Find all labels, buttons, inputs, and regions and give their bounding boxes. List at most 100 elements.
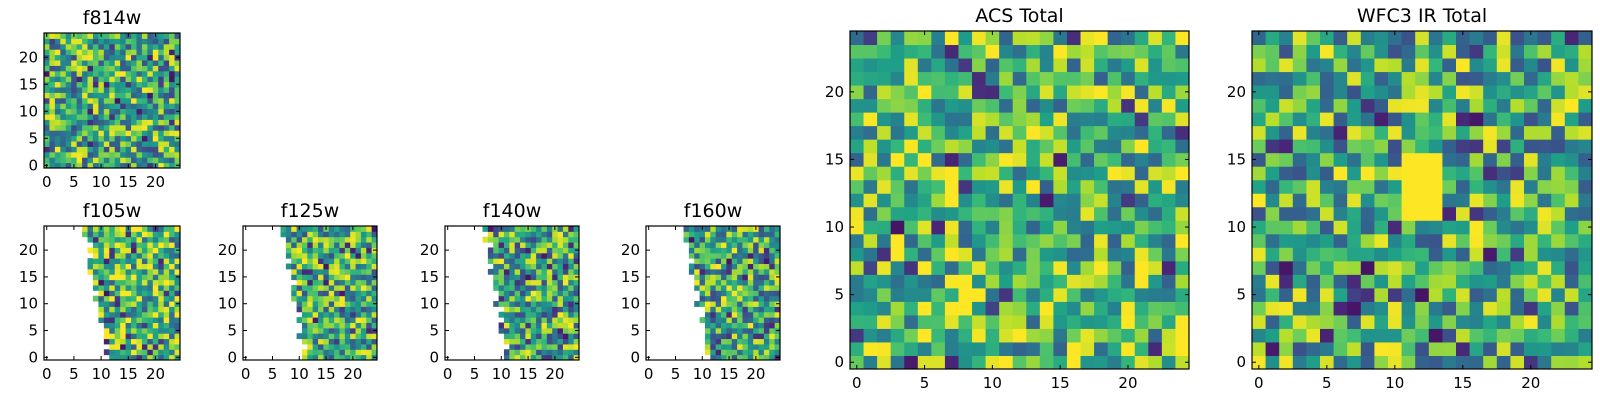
heatmap-cell [339,295,346,302]
heatmap-cell [1012,314,1027,329]
heatmap-cell [328,354,335,361]
heatmap-cell [158,162,165,169]
heatmap-cell [49,70,56,77]
heatmap-cell [158,301,165,307]
heatmap-cell [530,284,537,291]
heatmap-cell [1175,98,1190,113]
heatmap-cell [1456,85,1471,100]
heatmap-cell [1012,287,1027,302]
heatmap-cell [536,279,542,286]
heatmap-cell [355,247,362,254]
heatmap-cell [731,290,738,297]
heatmap-cell [1333,206,1348,221]
heatmap-cell [301,354,308,361]
heatmap-cell [65,92,72,99]
heatmap-cell [721,343,727,350]
heatmap-cell [704,268,711,275]
heatmap-cell [972,152,987,167]
heatmap-cell [65,157,72,164]
heatmap-cell [904,206,919,221]
heatmap-cell [731,252,738,259]
heatmap-cell [360,252,367,259]
heatmap-cell [747,274,754,281]
heatmap-cell [158,231,165,238]
heatmap-cell [541,327,548,334]
heatmap-cell [147,65,154,72]
heatmap-cell [1456,152,1471,167]
heatmap-cell [366,327,373,334]
heatmap-cell [694,301,701,307]
heatmap-cell [49,130,56,137]
heatmap-cell [758,333,765,340]
heatmap-cell [1428,341,1443,356]
heatmap-cell [1537,301,1552,316]
heatmap-cell [699,268,706,275]
heatmap-cell [1161,274,1176,289]
heatmap-cell [339,263,346,270]
heatmap-cell [1551,206,1566,221]
heatmap-cell [350,252,357,259]
heatmap-cell [76,124,83,131]
heatmap-cell [1483,125,1498,140]
heatmap-cell [76,38,83,45]
heatmap-cell [769,349,776,356]
heatmap-cell [1564,112,1579,127]
heatmap-cell [1161,193,1176,208]
heatmap-cell [60,162,67,169]
heatmap-cell [174,333,181,340]
heatmap-cell [125,135,132,142]
heatmap-cell [774,290,781,297]
heatmap-cell [890,193,905,208]
heatmap-cell [98,146,105,153]
heatmap-cell [514,242,521,248]
heatmap-cell [323,311,330,318]
heatmap-cell [87,81,94,88]
y-tick-label: 0 [227,348,237,366]
heatmap-cell [731,258,738,265]
heatmap-cell [82,65,89,72]
heatmap-cell [562,301,569,307]
heatmap-cell [174,349,181,356]
heatmap-cell [1347,206,1362,221]
heatmap-cell [174,43,181,50]
heatmap-cell [1252,287,1267,302]
heatmap-cell [169,226,176,232]
heatmap-cell [1564,193,1579,208]
heatmap-cell [931,301,946,316]
heatmap-cell [863,98,878,113]
heatmap-cell [318,327,324,334]
heatmap-cell [1469,274,1484,289]
heatmap-cell [147,263,154,270]
heatmap-cell [82,135,89,142]
heatmap-cell [1292,247,1307,262]
heatmap-cell [350,327,357,334]
heatmap-cell [147,92,154,99]
heatmap-cell [763,258,770,265]
heatmap-cell [573,322,580,329]
heatmap-cell [114,119,121,126]
heatmap-cell [999,220,1014,235]
heatmap-cell [1551,139,1566,154]
heatmap-cell [541,252,548,259]
heatmap-cell [1107,206,1122,221]
heatmap-cell [339,338,346,345]
heatmap-cell [136,252,143,259]
heatmap-cell [972,328,987,343]
heatmap-cell [312,338,319,345]
heatmap-cell [1012,247,1027,262]
heatmap-cell [763,301,770,307]
heatmap-cell [109,268,116,275]
heatmap-cell [525,311,532,318]
heatmap-cell [120,274,127,281]
heatmap-cell [328,226,335,232]
heatmap-cell [103,295,110,302]
heatmap-cell [355,338,362,345]
heatmap-cell [355,333,362,340]
heatmap-cell [536,333,542,340]
heatmap-cell [136,151,143,158]
heatmap-cell [98,247,105,254]
heatmap-cell [704,279,711,286]
heatmap-cell [1388,220,1403,235]
heatmap-cell [1053,193,1068,208]
